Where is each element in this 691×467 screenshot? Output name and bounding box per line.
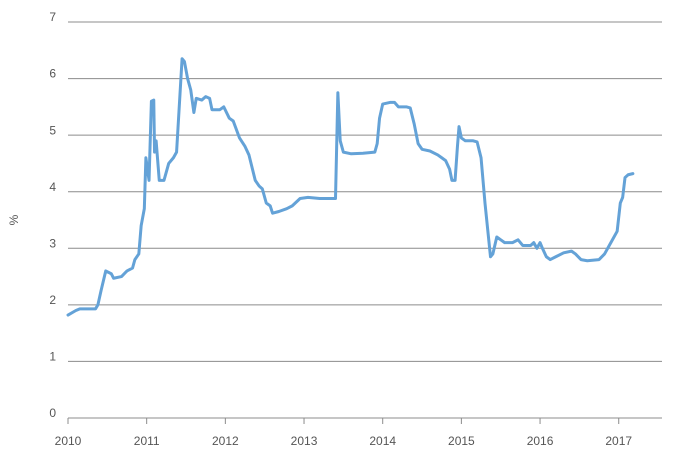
y-tick-label: 7 bbox=[49, 10, 56, 24]
y-tick-label: 4 bbox=[49, 180, 56, 194]
y-tick-label: 1 bbox=[49, 350, 56, 364]
x-tick-label: 2015 bbox=[448, 434, 475, 448]
x-tick-label: 2012 bbox=[212, 434, 239, 448]
y-axis-label: % bbox=[7, 214, 21, 225]
y-tick-label: 6 bbox=[49, 67, 56, 81]
x-tick-label: 2011 bbox=[134, 434, 160, 448]
x-tick-label: 2017 bbox=[605, 434, 632, 448]
y-tick-label: 0 bbox=[49, 406, 56, 420]
x-tick-label: 2013 bbox=[291, 434, 318, 448]
x-tick-label: 2010 bbox=[55, 434, 82, 448]
y-tick-label: 2 bbox=[49, 293, 56, 307]
data-line bbox=[66, 57, 635, 317]
x-tick-label: 2016 bbox=[527, 434, 554, 448]
y-tick-label: 5 bbox=[49, 123, 56, 137]
x-tick-label: 2014 bbox=[369, 434, 396, 448]
y-tick-label: 3 bbox=[49, 236, 56, 250]
